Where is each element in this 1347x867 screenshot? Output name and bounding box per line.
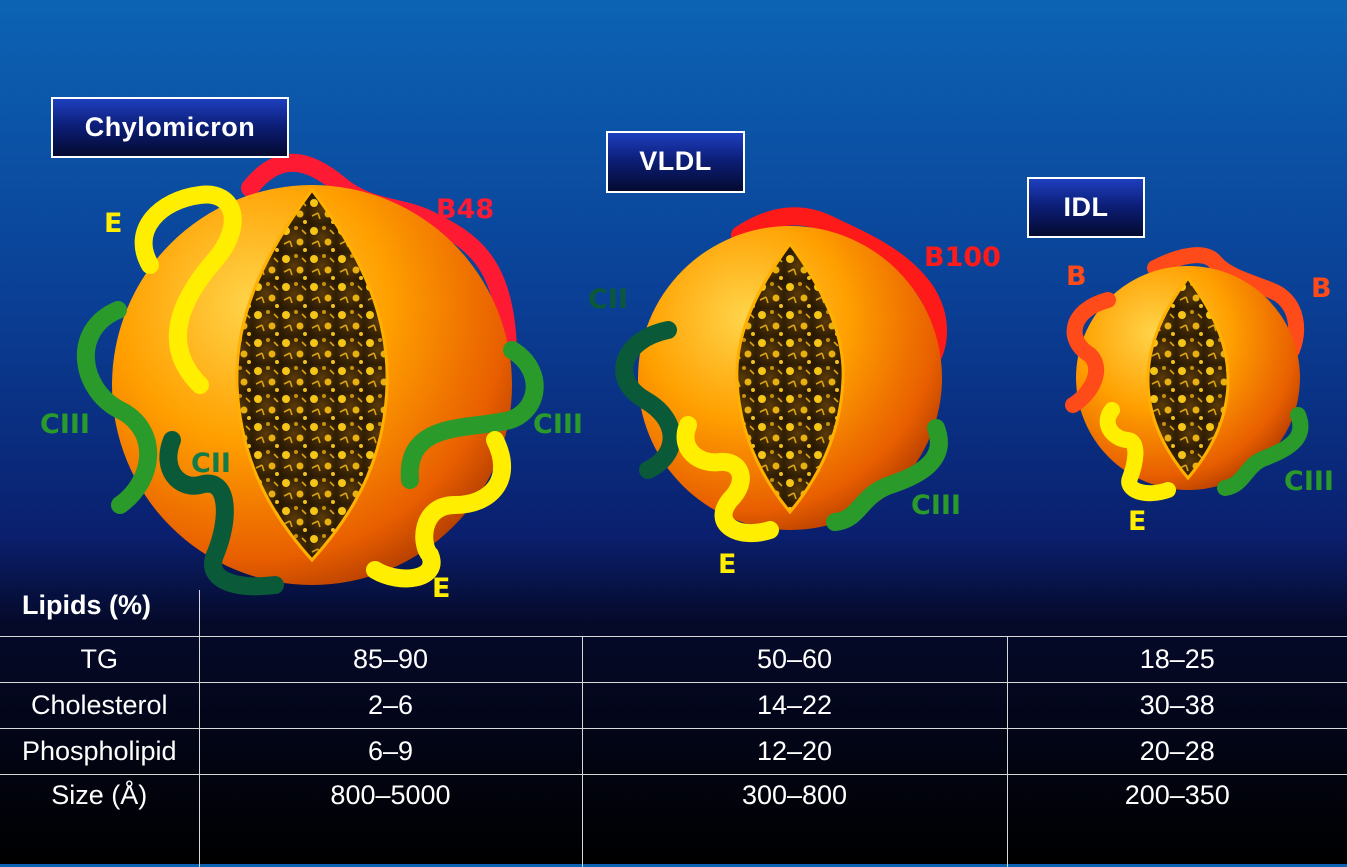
lipid-composition-table: Lipids (%) TG 85–90 50–60 18–25 Choleste… bbox=[0, 590, 1347, 867]
cell-value: 20–28 bbox=[1007, 729, 1347, 775]
cell-value: 300–800 bbox=[582, 775, 1007, 867]
chylomicron-label-ciii-right: CIII bbox=[533, 409, 583, 440]
row-label: Phospholipid bbox=[0, 729, 199, 775]
lipoprotein-diagram: B48 E CIII CII CIII E B100 CII E CIII B … bbox=[0, 0, 1347, 600]
vldl-label-ciii: CIII bbox=[911, 490, 961, 521]
chylomicron-label-b48: B48 bbox=[436, 194, 494, 225]
vldl-label-cii: CII bbox=[588, 284, 628, 315]
cell-value: 50–60 bbox=[582, 637, 1007, 683]
row-label: Size (Å) bbox=[0, 775, 199, 867]
lipids-header: Lipids (%) bbox=[0, 590, 199, 637]
cell-value: 18–25 bbox=[1007, 637, 1347, 683]
idl-particle bbox=[1073, 255, 1300, 493]
vldl-title: VLDL bbox=[606, 131, 745, 193]
vldl-label-b100: B100 bbox=[924, 242, 1001, 273]
idl-label-e: E bbox=[1128, 506, 1146, 537]
cell-value: 14–22 bbox=[582, 683, 1007, 729]
chylomicron-label-cii: CII bbox=[191, 448, 231, 479]
cell-value: 200–350 bbox=[1007, 775, 1347, 867]
chylomicron-title: Chylomicron bbox=[51, 97, 289, 158]
chylomicron-particle bbox=[86, 163, 535, 586]
idl-label-b-left: B bbox=[1066, 261, 1087, 292]
cell-value: 800–5000 bbox=[199, 775, 582, 867]
cell-value: 30–38 bbox=[1007, 683, 1347, 729]
cell-value: 12–20 bbox=[582, 729, 1007, 775]
row-label: Cholesterol bbox=[0, 683, 199, 729]
cell-value: 2–6 bbox=[199, 683, 582, 729]
vldl-particle bbox=[624, 216, 942, 533]
table-row: Cholesterol 2–6 14–22 30–38 bbox=[0, 683, 1347, 729]
chylomicron-label-e-left: E bbox=[104, 208, 122, 239]
idl-label-b-right: B bbox=[1311, 273, 1332, 304]
chylomicron-label-ciii-left: CIII bbox=[40, 409, 90, 440]
table-row: Phospholipid 6–9 12–20 20–28 bbox=[0, 729, 1347, 775]
idl-title: IDL bbox=[1027, 177, 1145, 238]
idl-label-ciii: CIII bbox=[1284, 466, 1334, 497]
vldl-label-e: E bbox=[718, 549, 736, 580]
cell-value: 85–90 bbox=[199, 637, 582, 683]
table-row: TG 85–90 50–60 18–25 bbox=[0, 637, 1347, 683]
row-label: TG bbox=[0, 637, 199, 683]
table-row: Size (Å) 800–5000 300–800 200–350 bbox=[0, 775, 1347, 867]
cell-value: 6–9 bbox=[199, 729, 582, 775]
